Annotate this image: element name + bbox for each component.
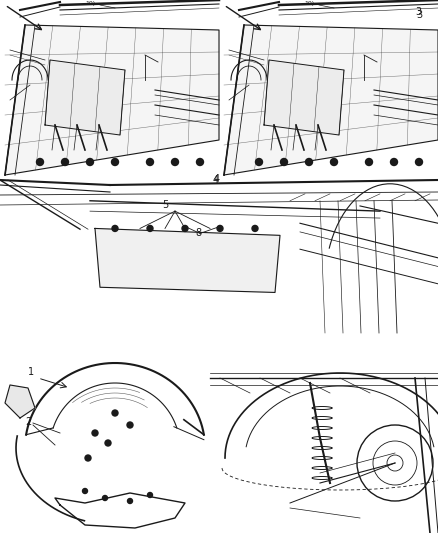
Circle shape [365, 158, 372, 166]
Text: 4: 4 [213, 175, 219, 185]
Polygon shape [95, 229, 280, 293]
Circle shape [112, 158, 119, 166]
Text: 3: 3 [416, 10, 422, 20]
Circle shape [252, 225, 258, 231]
Circle shape [280, 158, 287, 166]
Circle shape [112, 410, 118, 416]
Circle shape [416, 158, 423, 166]
Polygon shape [224, 25, 438, 175]
Polygon shape [5, 385, 35, 418]
Circle shape [102, 496, 107, 500]
Text: 4: 4 [214, 174, 220, 184]
Circle shape [147, 225, 153, 231]
Circle shape [86, 158, 93, 166]
Circle shape [391, 158, 398, 166]
Circle shape [148, 492, 152, 497]
Polygon shape [264, 60, 344, 135]
Circle shape [92, 430, 98, 436]
Circle shape [36, 158, 43, 166]
Text: 10): 10) [85, 1, 95, 6]
Circle shape [305, 158, 312, 166]
Text: 3: 3 [415, 7, 421, 17]
Circle shape [85, 455, 91, 461]
Text: 2: 2 [25, 417, 31, 427]
Polygon shape [5, 25, 219, 175]
Circle shape [331, 158, 338, 166]
Text: 8: 8 [195, 229, 201, 238]
Circle shape [127, 498, 133, 504]
Circle shape [182, 225, 188, 231]
Circle shape [255, 158, 262, 166]
Circle shape [197, 158, 204, 166]
Text: 1: 1 [28, 367, 34, 377]
Circle shape [127, 422, 133, 428]
Polygon shape [45, 60, 125, 135]
Text: 5: 5 [162, 200, 168, 209]
Circle shape [146, 158, 153, 166]
Circle shape [112, 225, 118, 231]
Circle shape [172, 158, 179, 166]
Circle shape [105, 440, 111, 446]
Circle shape [82, 489, 88, 494]
Circle shape [217, 225, 223, 231]
Text: 10): 10) [304, 1, 314, 6]
Circle shape [61, 158, 68, 166]
